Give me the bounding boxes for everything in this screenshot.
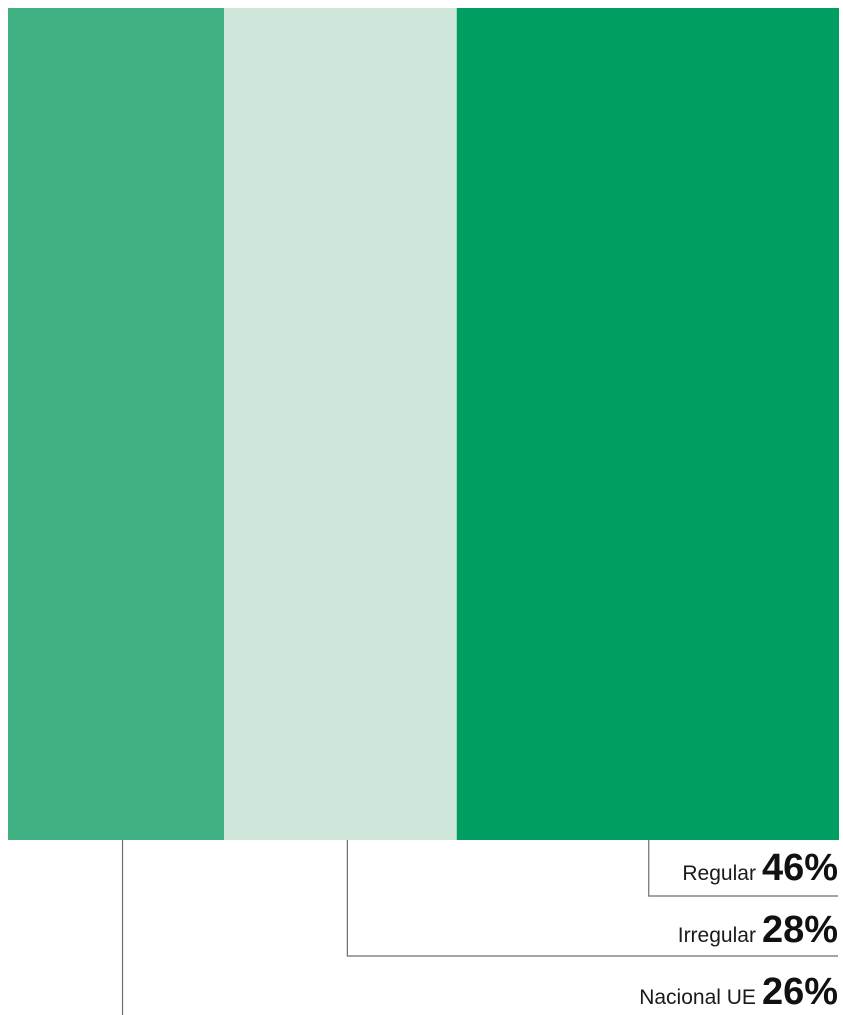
- label-regular-value: 46%: [762, 847, 838, 889]
- label-irregular-name: Irregular: [678, 924, 756, 947]
- bar-segment-nacional-ue: [8, 8, 225, 840]
- leader-line-regular: [648, 840, 838, 897]
- label-nacional-ue-name: Nacional UE: [639, 986, 756, 1009]
- bar-segment-regular: [456, 8, 839, 840]
- leader-lines: [121, 840, 838, 1015]
- label-nacional-ue-value: 26%: [762, 971, 838, 1013]
- label-regular: Regular 46%: [682, 847, 838, 889]
- bar-segment-irregular: [224, 8, 457, 840]
- bar-segments: [8, 8, 839, 840]
- leader-line-irregular: [346, 840, 838, 957]
- label-irregular: Irregular 28%: [678, 909, 838, 951]
- label-regular-name: Regular: [682, 862, 756, 885]
- label-nacional-ue: Nacional UE 26%: [639, 971, 838, 1013]
- segment-labels: Nacional UE 26% Irregular 28% Regular 46%: [639, 847, 838, 1013]
- label-irregular-value: 28%: [762, 909, 838, 951]
